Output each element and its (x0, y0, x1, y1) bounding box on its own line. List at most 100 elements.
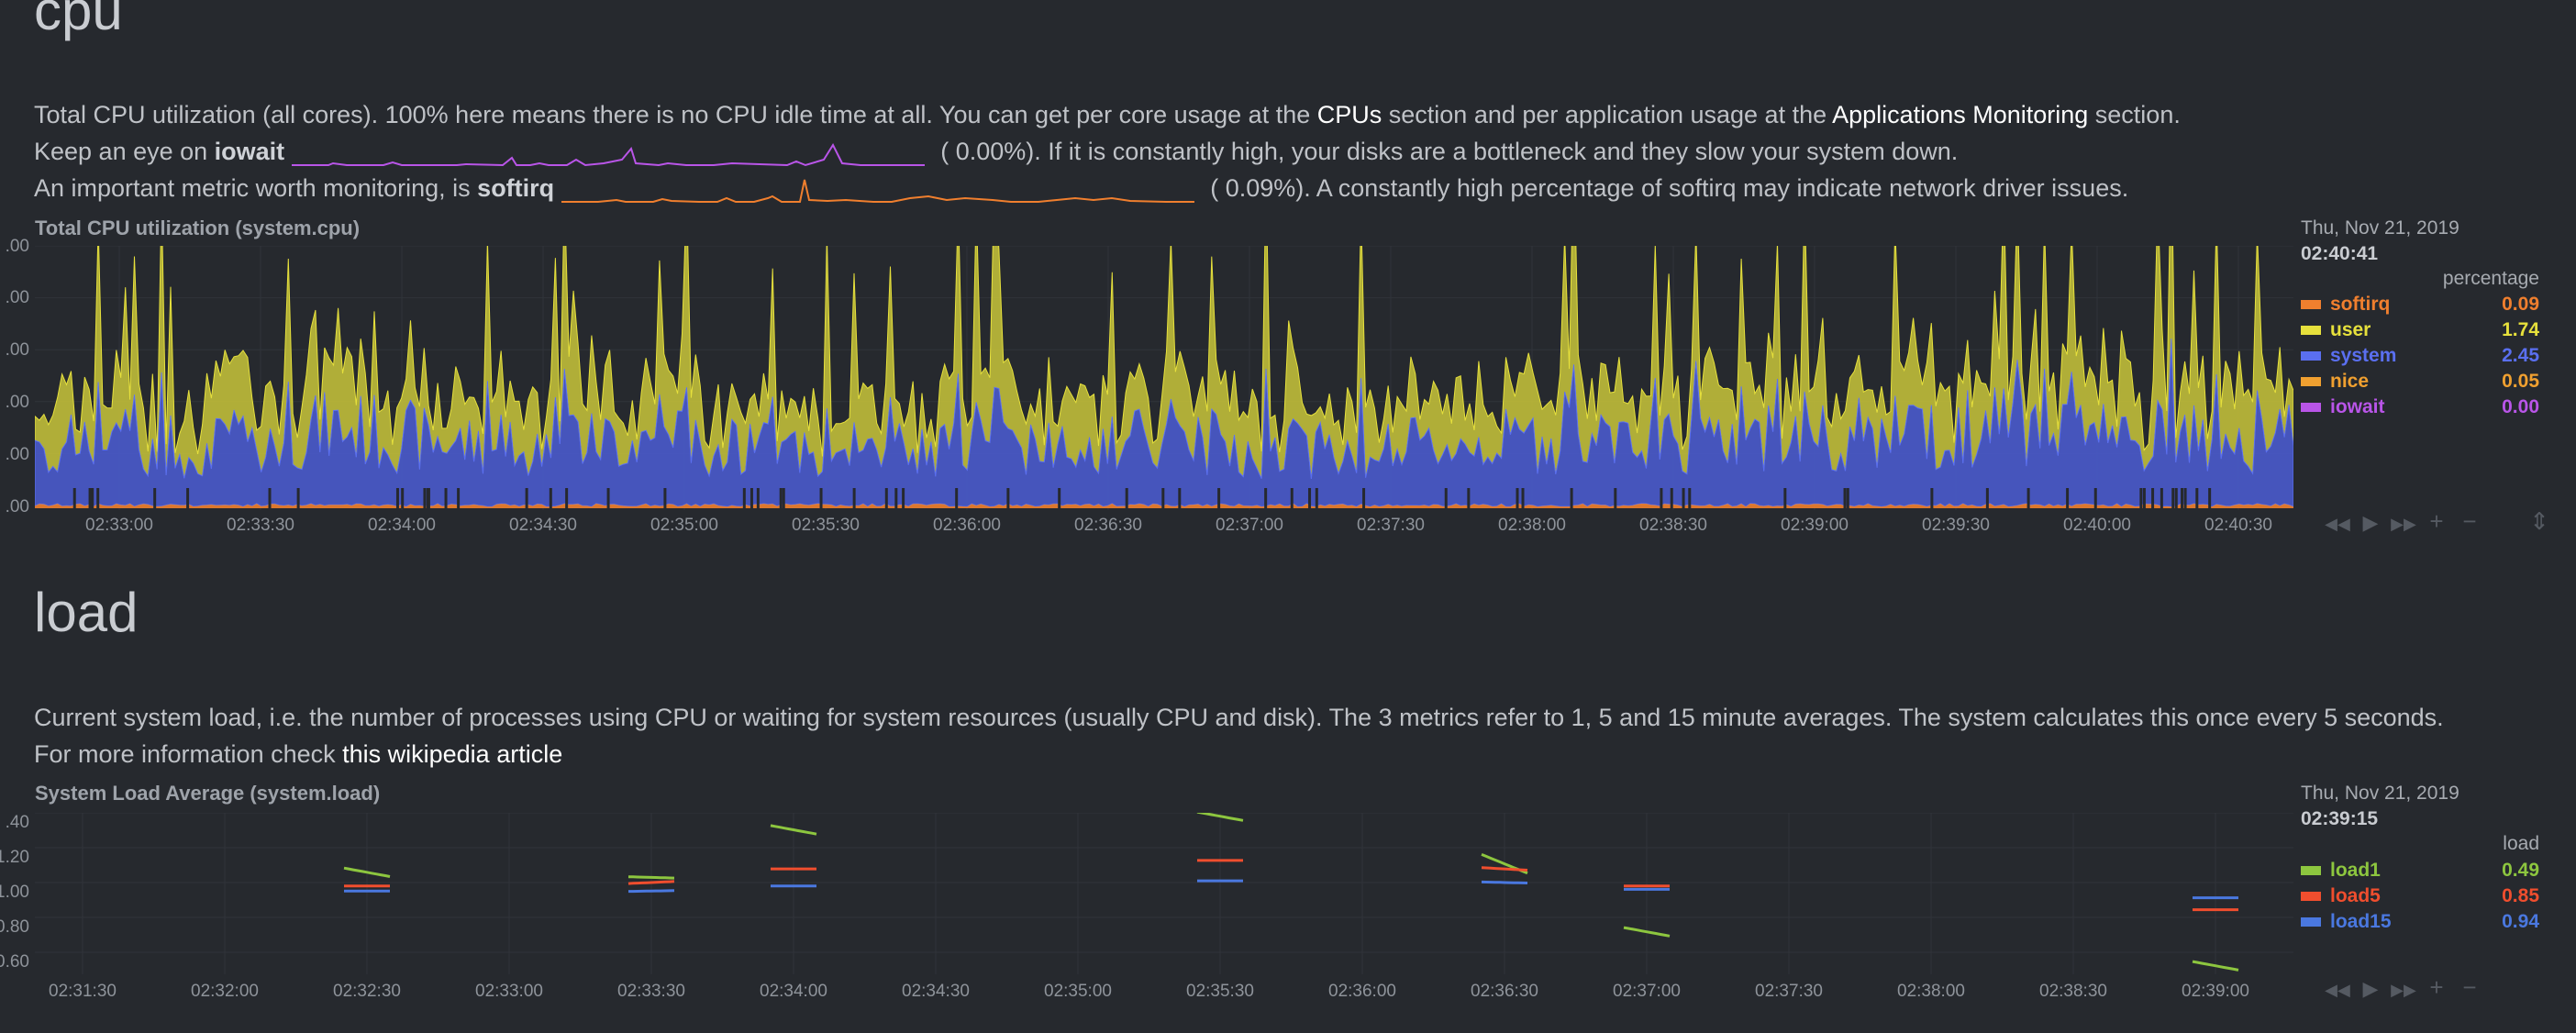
data-gap (1516, 488, 1519, 508)
data-gap (756, 488, 760, 508)
data-gap (423, 488, 427, 508)
legend-name: system (2330, 345, 2397, 366)
line-segment-load5 (627, 880, 675, 885)
iowait-sparkline (291, 142, 925, 166)
zoom-in-button[interactable]: + (2429, 507, 2444, 535)
load-section-heading: load (34, 582, 139, 643)
load-legend-units: load (2503, 833, 2539, 854)
data-gap (2026, 488, 2030, 508)
legend-item-user[interactable]: user 1.74 (2301, 317, 2539, 343)
cpu-legend-date: Thu, Nov 21, 2019 (2301, 217, 2459, 239)
data-gap (819, 488, 823, 508)
data-gap (782, 488, 785, 508)
data-gap (663, 488, 667, 508)
data-gap (779, 488, 783, 508)
data-gap (2151, 488, 2155, 508)
data-gap (852, 488, 856, 508)
legend-item-system[interactable]: system 2.45 (2301, 343, 2539, 369)
line-segment-load1 (1196, 813, 1244, 822)
y-tick-label: 0.80 (0, 917, 29, 937)
cpu-desc-text: An important metric worth monitoring, is (34, 174, 478, 202)
legend-item-load5[interactable]: load5 0.85 (2301, 883, 2539, 909)
zoom-out-button[interactable]: − (2462, 507, 2477, 535)
data-gap (2139, 488, 2143, 508)
applications-monitoring-link[interactable]: Applications Monitoring (1832, 101, 2089, 128)
legend-value: 0.49 (2502, 860, 2539, 881)
zoom-in-button[interactable]: + (2429, 973, 2444, 1001)
cpu-desc-text: Total CPU utilization (all cores). 100% … (34, 101, 1317, 128)
load-legend: load1 0.49 load5 0.85 load15 0.94 (2301, 858, 2539, 935)
legend-item-nice[interactable]: nice 0.05 (2301, 369, 2539, 394)
forward-button[interactable]: ▶▶ (2391, 981, 2416, 999)
data-gap (1930, 488, 1934, 508)
data-gap (1308, 488, 1312, 508)
load-legend-date: Thu, Nov 21, 2019 (2301, 783, 2459, 804)
play-button[interactable]: ▶ (2362, 511, 2379, 534)
rewind-button[interactable]: ◀◀ (2325, 515, 2350, 533)
data-gap (1006, 488, 1010, 508)
load-chart-yaxis: .40 1.20 1.00 0.80 0.60 (0, 813, 37, 972)
data-gap (1843, 488, 1847, 508)
data-gap (549, 488, 552, 508)
forward-button[interactable]: ▶▶ (2391, 515, 2416, 533)
load-chart-toolbar: ◀◀ ▶ ▶▶ + − (2321, 973, 2486, 1002)
data-gap (1570, 488, 1573, 508)
data-gap (2174, 488, 2178, 508)
resize-handle[interactable]: ⇕ (2529, 507, 2549, 535)
x-tick-label: 02:37:00 (1613, 982, 1681, 1001)
x-tick-label: 02:35:00 (650, 516, 718, 535)
data-gap (894, 488, 898, 508)
x-tick-label: 02:32:30 (333, 982, 401, 1001)
legend-name: iowait (2330, 396, 2385, 417)
load-chart-plot[interactable] (35, 813, 2293, 974)
legend-swatch (2301, 403, 2321, 412)
data-gap (884, 488, 888, 508)
legend-item-softirq[interactable]: softirq 0.09 (2301, 292, 2539, 317)
load-description-line1: Current system load, i.e. the number of … (34, 704, 2444, 731)
data-gap (401, 488, 405, 508)
legend-swatch (2301, 866, 2321, 875)
wikipedia-link[interactable]: this wikipedia article (342, 740, 563, 768)
zoom-out-button[interactable]: − (2462, 973, 2477, 1001)
line-segment-load15 (1481, 880, 1528, 884)
y-tick-label: 1.00 (0, 883, 29, 902)
y-tick-label: .00 (5, 237, 29, 256)
iowait-label: iowait (214, 138, 285, 165)
y-tick-label: .00 (5, 393, 29, 412)
line-segment-load5 (1481, 866, 1528, 872)
load-chart-lines (343, 813, 2239, 972)
cpu-chart-plot[interactable] (35, 246, 2293, 510)
cpu-desc-text: Keep an eye on (34, 138, 215, 165)
legend-swatch (2301, 917, 2321, 927)
data-gap (2066, 488, 2070, 508)
legend-swatch (2301, 351, 2321, 361)
data-gap (2093, 488, 2097, 508)
cpu-legend-units: percentage (2442, 268, 2539, 289)
data-gap (395, 488, 399, 508)
x-tick-label: 02:31:30 (49, 982, 117, 1001)
rewind-button[interactable]: ◀◀ (2325, 981, 2350, 999)
x-tick-label: 02:39:30 (1922, 516, 1990, 535)
cpu-description-line1: Total CPU utilization (all cores). 100% … (34, 96, 2181, 133)
legend-item-iowait[interactable]: iowait 0.00 (2301, 394, 2539, 420)
data-gap (1521, 488, 1525, 508)
data-gap (457, 488, 461, 508)
data-gap (1467, 488, 1471, 508)
y-tick-label: .00 (5, 288, 29, 307)
legend-item-load15[interactable]: load15 0.94 (2301, 909, 2539, 935)
data-gap (1670, 488, 1673, 508)
x-tick-label: 02:36:30 (1471, 982, 1538, 1001)
cpu-legend-time: 02:40:41 (2301, 243, 2379, 264)
x-tick-label: 02:38:00 (1897, 982, 1965, 1001)
x-tick-label: 02:37:30 (1755, 982, 1823, 1001)
x-tick-label: 02:38:30 (2039, 982, 2107, 1001)
x-tick-label: 02:36:00 (933, 516, 1001, 535)
legend-item-load1[interactable]: load1 0.49 (2301, 858, 2539, 883)
y-tick-label: .40 (5, 813, 29, 832)
cpu-desc-text: section and per application usage at the (1382, 101, 1833, 128)
play-button[interactable]: ▶ (2362, 977, 2379, 1000)
legend-swatch (2301, 326, 2321, 335)
softirq-sparkline (561, 179, 1194, 203)
legend-value: 0.94 (2502, 911, 2539, 932)
cpus-link[interactable]: CPUs (1316, 101, 1382, 128)
